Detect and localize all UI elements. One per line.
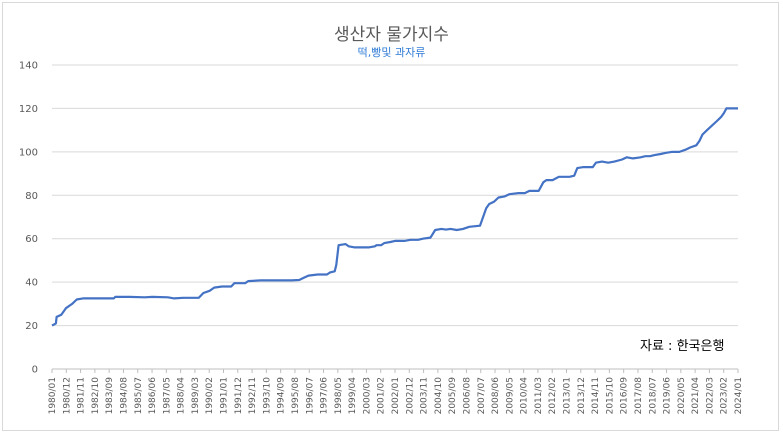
y-tick-label: 40 xyxy=(25,278,38,289)
x-tick-label: 1986/06 xyxy=(148,377,158,415)
x-tick-label: 2020/05 xyxy=(677,377,687,414)
x-tick-label: 2014/11 xyxy=(591,377,601,414)
x-tick-label: 1983/09 xyxy=(105,377,115,415)
x-tick-label: 2012/02 xyxy=(548,377,558,414)
y-tick-label: 80 xyxy=(25,191,38,202)
x-tick-label: 2005/09 xyxy=(448,377,458,415)
y-tick-label: 100 xyxy=(19,147,38,158)
source-note: 자료 : 한국은행 xyxy=(640,339,725,354)
x-tick-label: 1999/04 xyxy=(348,377,358,415)
series-line-0 xyxy=(51,107,738,327)
x-tick-label: 2018/07 xyxy=(648,377,658,414)
x-tick-label: 2016/09 xyxy=(620,377,630,415)
x-tick-label: 2002/01 xyxy=(391,377,401,414)
x-tick-label: 1991/01 xyxy=(220,377,230,414)
x-tick-label: 1993/10 xyxy=(262,377,272,415)
x-tick-label: 2023/02 xyxy=(720,377,730,414)
x-tick-label: 1998/05 xyxy=(334,377,344,414)
y-tick-label: 20 xyxy=(25,321,38,332)
x-tick-label: 1981/11 xyxy=(77,377,87,414)
chart-title: 생산자 물가지수 xyxy=(334,25,449,45)
x-tick-label: 1994/09 xyxy=(277,377,287,415)
x-tick-label: 2003/11 xyxy=(420,377,430,414)
x-tick-label: 2008/06 xyxy=(491,377,501,415)
x-tick-label: 1982/10 xyxy=(91,377,101,415)
x-tick-label: 1991/12 xyxy=(234,377,244,414)
x-tick-label: 2011/03 xyxy=(534,377,544,414)
x-tick-label: 2009/05 xyxy=(505,377,515,414)
x-tick-label: 2000/03 xyxy=(362,377,372,414)
y-tick-label: 120 xyxy=(19,104,38,115)
x-tick-label: 2024/01 xyxy=(734,377,744,414)
x-tick-label: 1995/08 xyxy=(291,377,301,415)
y-axis-ticks: 0 20 40 60 80 100 120 140 xyxy=(19,61,38,376)
y-tick-label: 60 xyxy=(25,234,38,245)
x-tick-label: 2022/03 xyxy=(705,377,715,414)
x-tick-label: 2013/01 xyxy=(563,377,573,414)
x-tick-label: 2004/10 xyxy=(434,377,444,415)
x-tick-label: 2010/04 xyxy=(520,377,530,415)
series-group xyxy=(51,107,738,327)
x-tick-label: 2017/08 xyxy=(634,377,644,415)
x-tick-label: 2015/10 xyxy=(605,377,615,415)
x-tick-label: 2002/12 xyxy=(405,377,415,414)
chart-frame xyxy=(2,2,779,431)
x-axis-ticks: 1980/01 1980/12 1981/11 1982/10 1983/09 1984/… xyxy=(48,369,744,414)
x-tick-label: 1997/06 xyxy=(320,377,330,415)
x-tick-label: 1980/12 xyxy=(62,377,72,414)
x-tick-label: 2019/06 xyxy=(663,377,673,415)
x-tick-label: 1990/02 xyxy=(205,377,215,414)
x-tick-label: 1988/04 xyxy=(177,377,187,415)
x-tick-label: 1985/07 xyxy=(134,377,144,414)
x-tick-label: 2013/12 xyxy=(577,377,587,414)
chart-subtitle: 떡,빵및 과자류 xyxy=(357,46,426,59)
y-tick-label: 0 xyxy=(32,365,38,376)
x-tick-label: 2001/02 xyxy=(377,377,387,414)
x-tick-label: 1992/11 xyxy=(248,377,258,414)
x-tick-label: 1989/03 xyxy=(191,377,201,414)
x-tick-label: 2006/08 xyxy=(462,377,472,415)
y-tick-label: 140 xyxy=(19,61,38,72)
x-tick-label: 1996/07 xyxy=(305,377,315,414)
x-tick-label: 1984/08 xyxy=(119,377,129,415)
gridlines xyxy=(52,64,738,370)
x-tick-label: 2007/07 xyxy=(477,377,487,414)
x-tick-label: 1980/01 xyxy=(48,377,58,414)
x-tick-label: 1987/05 xyxy=(162,377,172,414)
x-tick-label: 2021/04 xyxy=(691,377,701,415)
